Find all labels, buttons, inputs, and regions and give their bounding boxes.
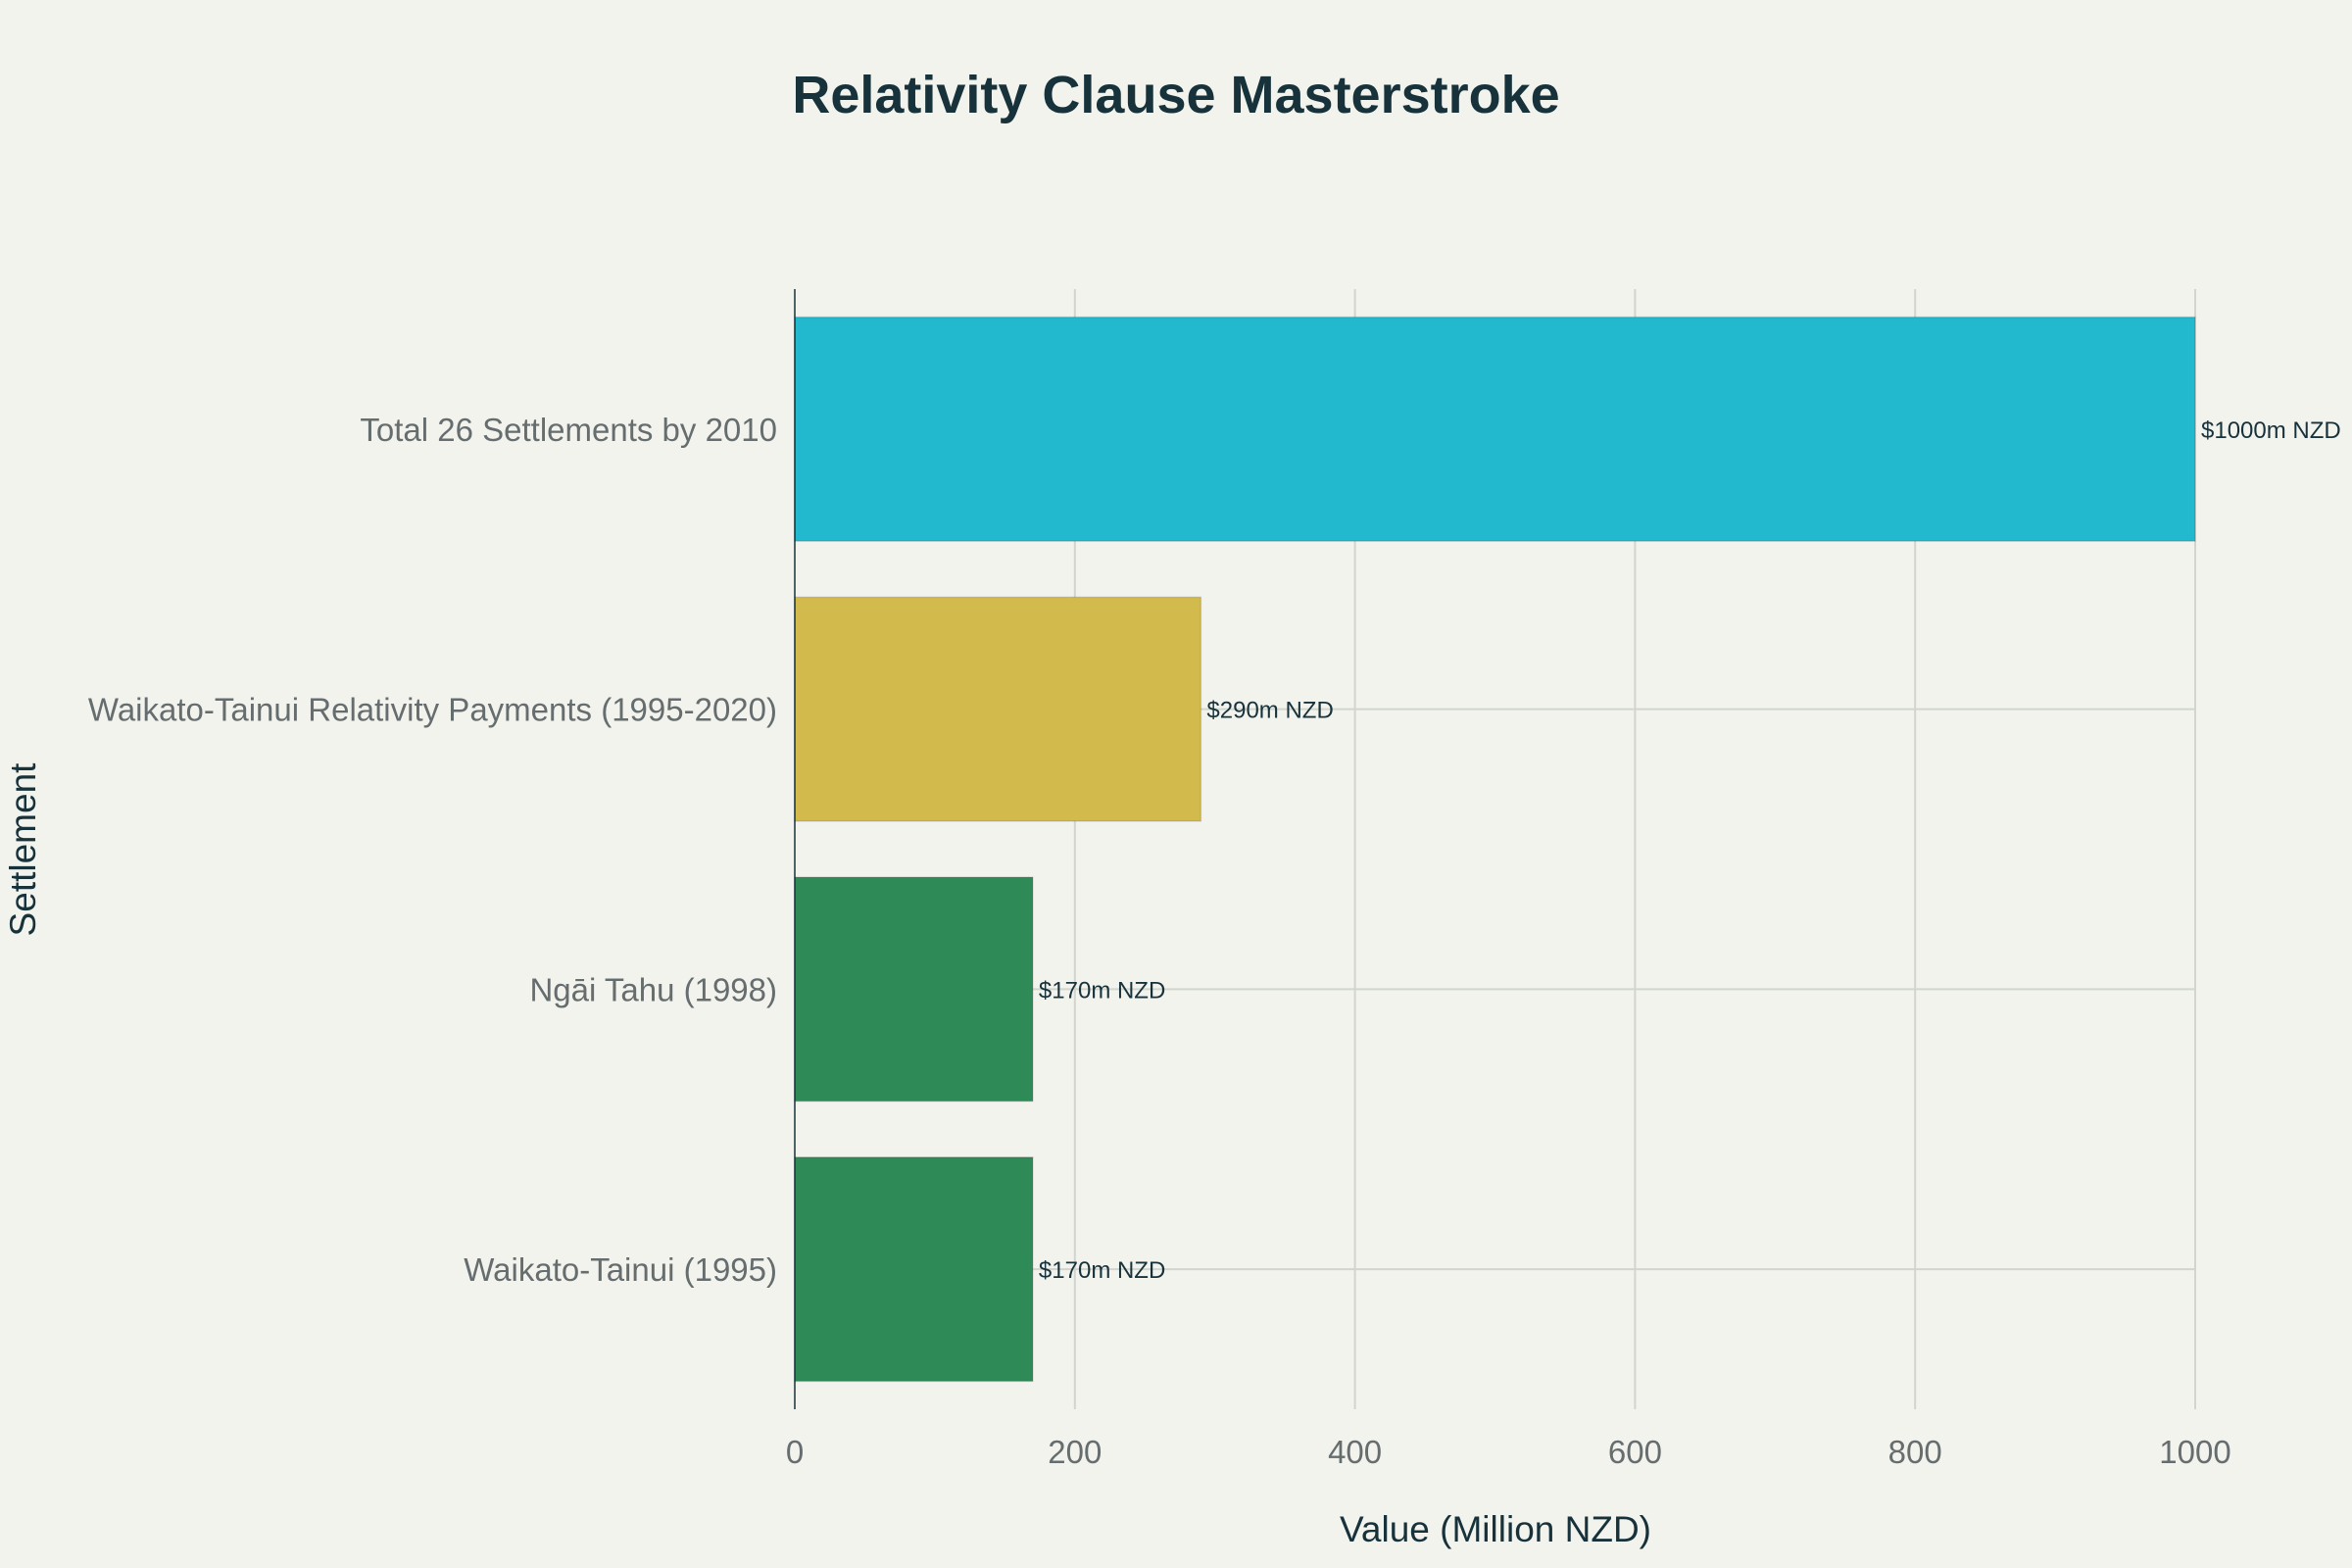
x-axis-title: Value (Million NZD) <box>1340 1509 1651 1549</box>
category-label: Total 26 Settlements by 2010 <box>360 412 777 448</box>
chart-title: Relativity Clause Masterstroke <box>792 66 1559 124</box>
bars <box>794 316 2196 1383</box>
data-label: $170m NZD <box>1039 1257 1165 1284</box>
category-label: Ngāi Tahu (1998) <box>529 971 777 1007</box>
category-label: Waikato-Tainui (1995) <box>464 1251 777 1288</box>
x-tick-label: 600 <box>1608 1434 1662 1470</box>
category-label: Waikato-Tainui Relativity Payments (1995… <box>88 692 777 728</box>
x-tick-label: 200 <box>1048 1434 1102 1470</box>
category-labels: Total 26 Settlements by 2010 Waikato-Tain… <box>88 412 777 1288</box>
x-tick-label: 800 <box>1888 1434 1942 1470</box>
data-label: $290m NZD <box>1206 698 1333 724</box>
bar[interactable] <box>794 876 1034 1102</box>
data-label: $170m NZD <box>1039 977 1165 1004</box>
x-tick-label: 1000 <box>2159 1434 2230 1470</box>
bar[interactable] <box>794 316 2196 542</box>
x-tick-label: 0 <box>786 1434 804 1470</box>
data-labels: $1000m NZD $290m NZD $170m NZD $170m NZD <box>1039 417 2341 1284</box>
x-tick-label: 400 <box>1328 1434 1382 1470</box>
x-tick-labels: 0 200 400 600 800 1000 <box>786 1434 2231 1470</box>
bar[interactable] <box>794 1156 1034 1383</box>
y-axis-title: Settlement <box>3 762 43 937</box>
bar[interactable] <box>794 596 1202 822</box>
data-label: $1000m NZD <box>2201 417 2341 444</box>
